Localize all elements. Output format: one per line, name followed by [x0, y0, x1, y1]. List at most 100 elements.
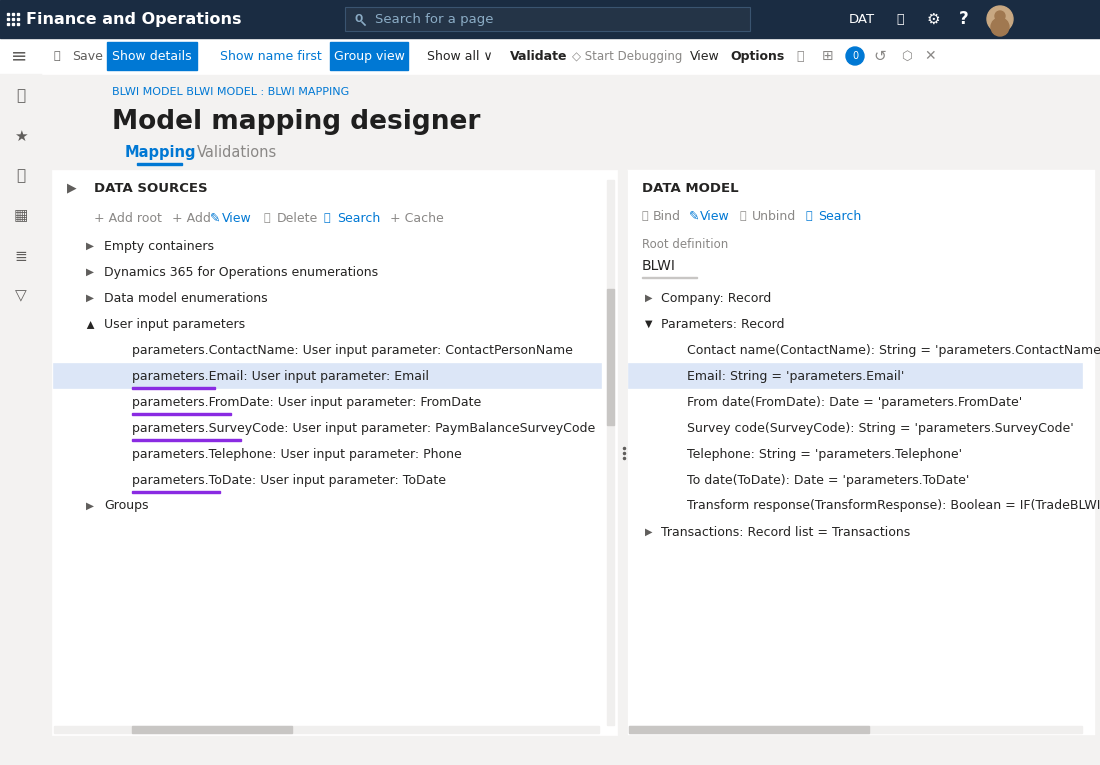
Circle shape	[996, 11, 1005, 21]
Text: Empty containers: Empty containers	[104, 239, 214, 252]
Bar	[132, 387, 216, 389]
Text: 🔍: 🔍	[805, 211, 812, 221]
Text: DATA SOURCES: DATA SOURCES	[94, 181, 208, 194]
Text: User input parameters: User input parameters	[104, 317, 245, 330]
Text: Validations: Validations	[197, 145, 277, 159]
Text: parameters.SurveyCode: User input parameter: PaymBalanceSurveyCode: parameters.SurveyCode: User input parame…	[132, 422, 595, 435]
Text: parameters.Email: User input parameter: Email: parameters.Email: User input parameter: …	[132, 369, 429, 382]
Text: ★: ★	[14, 129, 28, 144]
Text: Data model enumerations: Data model enumerations	[104, 291, 267, 304]
Text: ⬡: ⬡	[902, 50, 912, 63]
Text: ⛓: ⛓	[642, 211, 649, 221]
Text: DATA MODEL: DATA MODEL	[642, 181, 738, 194]
Circle shape	[991, 18, 1009, 36]
Text: View: View	[700, 210, 729, 223]
Text: Mapping: Mapping	[124, 145, 196, 159]
Text: View: View	[222, 211, 252, 224]
Text: 🔍: 🔍	[796, 50, 804, 63]
Text: ◀: ◀	[85, 320, 95, 328]
Text: ⊞: ⊞	[822, 49, 834, 63]
Text: Group view: Group view	[333, 50, 405, 63]
Bar	[132, 491, 220, 493]
Text: ◇ Start Debugging: ◇ Start Debugging	[572, 50, 682, 63]
Text: 🔔: 🔔	[896, 12, 904, 25]
Text: Contact name(ContactName): String = 'parameters.ContactName': Contact name(ContactName): String = 'par…	[688, 343, 1100, 356]
Text: ▶: ▶	[86, 501, 94, 511]
Text: + Add: + Add	[172, 211, 211, 224]
Text: parameters.Telephone: User input parameter: Phone: parameters.Telephone: User input paramet…	[132, 448, 462, 461]
Text: ⏱: ⏱	[16, 168, 25, 184]
Text: BLWI: BLWI	[642, 259, 675, 273]
Bar	[132, 413, 231, 415]
Text: ▶: ▶	[646, 527, 652, 537]
Text: ≡: ≡	[11, 47, 28, 66]
Text: 🗑: 🗑	[739, 211, 746, 221]
Bar	[607, 180, 614, 725]
Text: Show details: Show details	[112, 50, 191, 63]
Text: Company: Record: Company: Record	[661, 291, 771, 304]
Text: 🗑: 🗑	[264, 213, 271, 223]
Text: ▶: ▶	[67, 181, 77, 194]
Bar	[52, 170, 617, 735]
Text: Validate: Validate	[510, 50, 568, 63]
Text: 🏠: 🏠	[16, 89, 25, 103]
Text: From date(FromDate): Date = 'parameters.FromDate': From date(FromDate): Date = 'parameters.…	[688, 396, 1022, 409]
Text: Model mapping designer: Model mapping designer	[112, 109, 481, 135]
Text: Root definition: Root definition	[642, 237, 728, 250]
Text: DAT: DAT	[849, 12, 876, 25]
Text: O: O	[355, 14, 363, 24]
Text: Search for a page: Search for a page	[375, 12, 494, 25]
Bar	[642, 276, 697, 278]
Text: View: View	[690, 50, 719, 63]
Bar	[0, 0, 1100, 38]
Text: 🔍: 🔍	[324, 213, 331, 223]
Text: ▶: ▶	[646, 293, 652, 303]
Text: Transactions: Record list = Transactions: Transactions: Record list = Transactions	[661, 526, 911, 539]
Text: ✎: ✎	[689, 210, 700, 223]
Bar	[107, 42, 197, 70]
Text: Delete: Delete	[277, 211, 318, 224]
Text: Groups: Groups	[104, 500, 148, 513]
Text: ▽: ▽	[15, 288, 26, 304]
Text: ≣: ≣	[14, 249, 28, 263]
Text: Dynamics 365 for Operations enumerations: Dynamics 365 for Operations enumerations	[104, 265, 378, 278]
Bar	[621, 170, 627, 735]
Bar	[42, 737, 1100, 765]
Text: To date(ToDate): Date = 'parameters.ToDate': To date(ToDate): Date = 'parameters.ToDa…	[688, 474, 969, 487]
Text: ▼: ▼	[646, 319, 652, 329]
Text: Show all ∨: Show all ∨	[427, 50, 493, 63]
Text: Options: Options	[730, 50, 784, 63]
Circle shape	[892, 11, 907, 27]
Bar	[607, 289, 614, 425]
Text: ▦: ▦	[14, 209, 29, 223]
Text: Search: Search	[337, 211, 381, 224]
Bar	[0, 38, 1100, 74]
Text: 0: 0	[851, 51, 858, 61]
Text: parameters.ContactName: User input parameter: ContactPersonName: parameters.ContactName: User input param…	[132, 343, 573, 356]
Text: parameters.ToDate: User input parameter: ToDate: parameters.ToDate: User input parameter:…	[132, 474, 446, 487]
Text: ▶: ▶	[86, 293, 94, 303]
Text: ?: ?	[959, 10, 969, 28]
Text: Show name first: Show name first	[220, 50, 321, 63]
Bar	[629, 364, 1082, 388]
Circle shape	[846, 47, 864, 65]
Text: ▶: ▶	[86, 241, 94, 251]
Bar	[330, 42, 408, 70]
Text: ⚙: ⚙	[926, 11, 939, 27]
Bar	[627, 170, 1094, 735]
Bar	[132, 726, 292, 733]
Text: Parameters: Record: Parameters: Record	[661, 317, 784, 330]
Text: Unbind: Unbind	[752, 210, 796, 223]
Text: ↺: ↺	[873, 48, 887, 63]
Circle shape	[987, 6, 1013, 32]
Text: ✕: ✕	[924, 49, 936, 63]
Text: + Cache: + Cache	[390, 211, 443, 224]
Text: Email: String = 'parameters.Email': Email: String = 'parameters.Email'	[688, 369, 904, 382]
Text: Survey code(SurveyCode): String = 'parameters.SurveyCode': Survey code(SurveyCode): String = 'param…	[688, 422, 1074, 435]
Bar	[629, 726, 1082, 733]
Text: Finance and Operations: Finance and Operations	[26, 11, 242, 27]
Text: ✎: ✎	[210, 211, 220, 224]
Bar	[54, 364, 601, 388]
Text: Search: Search	[818, 210, 861, 223]
Text: 💾: 💾	[54, 51, 60, 61]
